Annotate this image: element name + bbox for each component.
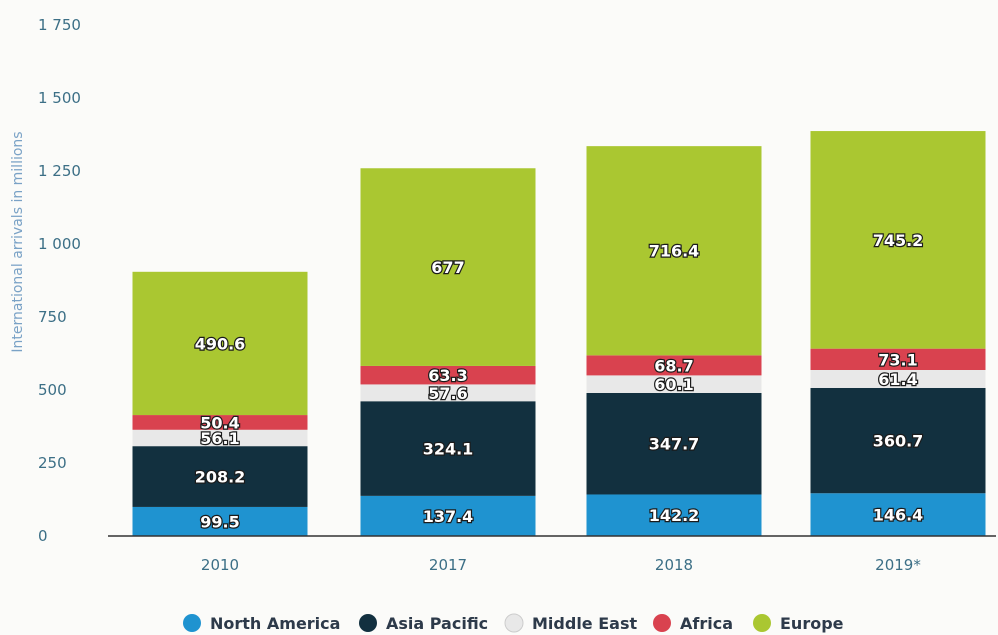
bar-segment (586, 375, 762, 393)
bar-segment (586, 146, 762, 356)
legend-label: North America (210, 614, 340, 633)
data-label: 677 (431, 258, 464, 277)
bar-segment (132, 415, 308, 430)
data-label: 73.1 (878, 350, 917, 369)
data-label: 490.6 (195, 334, 246, 353)
data-label: 142.2 (649, 506, 700, 525)
x-tick-label: 2017 (429, 556, 467, 574)
legend-item[interactable]: Middle East (504, 613, 637, 633)
y-tick-label: 1 500 (38, 89, 81, 107)
legend-label: Middle East (532, 614, 637, 633)
y-axis-ticks: 0 250 500 750 1 000 1 250 1 500 1 750 (38, 16, 81, 545)
data-label: 324.1 (423, 440, 474, 459)
legend-label: Asia Pacific (386, 614, 488, 633)
bar-segment (360, 168, 536, 366)
x-tick-label: 2010 (201, 556, 239, 574)
data-label: 99.5 (200, 512, 239, 531)
bar-segment (360, 384, 536, 402)
legend-label: Europe (780, 614, 844, 633)
y-tick-label: 1 750 (38, 16, 81, 34)
legend: North America Asia Pacific Middle East Afri… (183, 613, 844, 633)
data-label: 68.7 (654, 356, 693, 375)
data-label: 360.7 (873, 432, 924, 451)
data-label: 57.6 (428, 384, 467, 403)
data-label: 61.4 (878, 370, 917, 389)
x-tick-label: 2018 (655, 556, 693, 574)
y-tick-label: 500 (38, 381, 67, 399)
legend-item[interactable]: Asia Pacific (359, 614, 488, 633)
bar-segment (586, 494, 762, 536)
data-label: 63.3 (428, 366, 467, 385)
legend-swatch (359, 614, 377, 632)
data-label: 347.7 (649, 435, 700, 454)
data-label: 745.2 (873, 231, 924, 250)
x-tick-label: 2019* (875, 556, 921, 574)
y-tick-label: 1 250 (38, 162, 81, 180)
bar-segment (810, 493, 986, 536)
y-axis-label: International arrivals in millions (10, 131, 26, 352)
bar-segment (132, 446, 308, 507)
bars: 99.5 208.2 56.150.4 490.6 137.4 324.1 57.663.3… (132, 131, 986, 536)
x-axis-ticks: 2010 2017 2018 2019* (201, 556, 921, 574)
bar-segment (586, 392, 762, 495)
y-tick-label: 250 (38, 454, 67, 472)
bar-segment (132, 429, 308, 447)
bar-segment (810, 369, 986, 388)
bar-segment (810, 348, 986, 370)
legend-item[interactable]: Europe (753, 614, 844, 633)
legend-item[interactable]: North America (183, 614, 340, 633)
y-tick-label: 1 000 (38, 235, 81, 253)
legend-swatch (183, 614, 201, 632)
bar-segment (586, 355, 762, 376)
bar-segment (810, 131, 986, 349)
y-tick-label: 0 (38, 527, 48, 545)
data-label: 50.4 (200, 413, 239, 432)
legend-swatch (753, 614, 771, 632)
bar-segment (810, 387, 986, 494)
data-label: 716.4 (649, 242, 700, 261)
bar-segment (360, 365, 536, 385)
legend-label: Africa (680, 614, 733, 633)
bar-segment (132, 271, 308, 416)
data-label: 56.1 (200, 429, 239, 448)
bar-segment (360, 495, 536, 536)
bar-segment (360, 401, 536, 496)
legend-swatch (653, 614, 671, 632)
y-tick-label: 750 (38, 308, 67, 326)
data-label: 146.4 (873, 506, 924, 525)
data-label: 60.1 (654, 375, 693, 394)
data-label: 208.2 (195, 468, 246, 487)
data-label: 137.4 (423, 507, 474, 526)
bar-segment (132, 506, 308, 536)
legend-item[interactable]: Africa (653, 614, 733, 633)
legend-swatch (504, 613, 524, 633)
